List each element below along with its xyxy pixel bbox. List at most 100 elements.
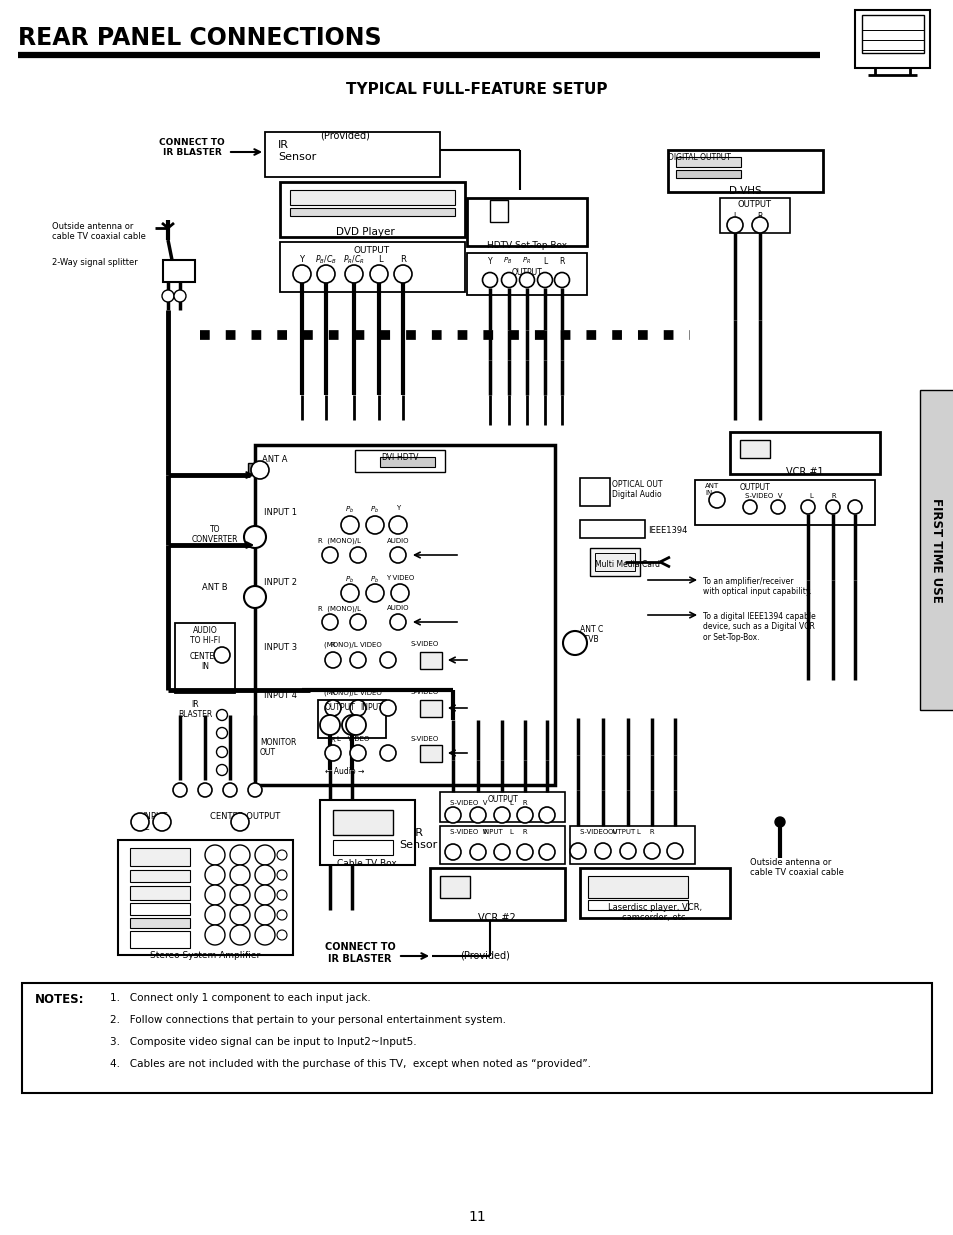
Text: IEEE1394: IEEE1394: [647, 526, 687, 535]
Circle shape: [391, 584, 409, 601]
Circle shape: [293, 266, 311, 283]
Circle shape: [825, 500, 840, 514]
Text: INPUT: INPUT: [142, 811, 168, 821]
Circle shape: [444, 806, 460, 823]
Bar: [579, 520, 644, 538]
Circle shape: [751, 217, 767, 233]
Circle shape: [366, 516, 384, 534]
Bar: [130, 848, 190, 866]
Circle shape: [643, 844, 659, 860]
Text: R: R: [331, 690, 335, 697]
Bar: [467, 253, 586, 295]
Circle shape: [322, 547, 337, 563]
Bar: [587, 876, 687, 898]
Circle shape: [254, 925, 274, 945]
Text: INPUT 3: INPUT 3: [264, 643, 296, 652]
Bar: [467, 198, 586, 246]
Bar: [280, 182, 464, 237]
Bar: [419, 700, 441, 718]
Bar: [319, 800, 415, 864]
Bar: [854, 10, 929, 68]
Text: R  (MONO)/L: R (MONO)/L: [318, 605, 361, 611]
Text: DVD Player: DVD Player: [335, 227, 394, 237]
Text: DVI-HDTV: DVI-HDTV: [381, 453, 418, 462]
Circle shape: [770, 500, 784, 514]
Text: R: R: [331, 737, 335, 743]
Circle shape: [231, 813, 249, 831]
Circle shape: [519, 273, 534, 288]
Text: INPUT 2: INPUT 2: [264, 578, 296, 587]
Text: INPUT: INPUT: [482, 829, 503, 835]
Circle shape: [350, 652, 366, 668]
Circle shape: [230, 864, 250, 885]
Bar: [862, 15, 923, 53]
Text: VCR #1: VCR #1: [785, 467, 823, 477]
Text: Y: Y: [395, 505, 399, 511]
Text: OUTPUT: OUTPUT: [487, 795, 517, 804]
Circle shape: [370, 266, 388, 283]
Circle shape: [345, 266, 363, 283]
Circle shape: [366, 584, 384, 601]
Circle shape: [517, 844, 533, 860]
Text: CENTER OUTPUT: CENTER OUTPUT: [210, 811, 280, 821]
Circle shape: [470, 806, 485, 823]
Text: R  (MONO)/L: R (MONO)/L: [318, 538, 361, 545]
Circle shape: [254, 864, 274, 885]
Circle shape: [394, 266, 412, 283]
Bar: [333, 810, 393, 835]
Circle shape: [340, 516, 358, 534]
Text: CONNECT TO
IR BLASTER: CONNECT TO IR BLASTER: [324, 942, 395, 963]
Bar: [729, 432, 879, 474]
Text: L   VIDEO: L VIDEO: [336, 736, 369, 742]
Text: S-VIDEO  V: S-VIDEO V: [450, 829, 487, 835]
Text: L: L: [732, 212, 737, 221]
Text: S-VIDEO: S-VIDEO: [411, 736, 438, 742]
Circle shape: [708, 492, 724, 508]
Bar: [280, 242, 464, 291]
Circle shape: [494, 844, 510, 860]
Circle shape: [244, 585, 266, 608]
Circle shape: [340, 584, 358, 601]
Text: 11: 11: [468, 1210, 485, 1224]
Circle shape: [205, 905, 225, 925]
Circle shape: [205, 845, 225, 864]
Circle shape: [562, 631, 586, 655]
Circle shape: [595, 844, 610, 860]
Text: ANT A: ANT A: [262, 454, 287, 464]
Text: 3.   Composite video signal can be input to Input2~Input5.: 3. Composite video signal can be input t…: [110, 1037, 416, 1047]
Circle shape: [325, 652, 340, 668]
Text: AUDIO
TO HI-FI: AUDIO TO HI-FI: [190, 626, 220, 646]
Text: OUTPUT: OUTPUT: [738, 200, 771, 209]
Text: Y: Y: [299, 254, 304, 264]
Bar: [740, 440, 769, 458]
Circle shape: [444, 844, 460, 860]
Text: $P_b$: $P_b$: [370, 576, 379, 585]
Circle shape: [341, 715, 361, 735]
Text: Cable TV Box: Cable TV Box: [336, 860, 396, 868]
Circle shape: [325, 700, 340, 716]
Bar: [595, 553, 635, 571]
Text: S-VIDEO  V: S-VIDEO V: [744, 493, 781, 499]
Circle shape: [501, 273, 516, 288]
Text: OUTPUT: OUTPUT: [740, 483, 770, 492]
Text: R: R: [331, 642, 335, 648]
Text: R: R: [558, 257, 564, 266]
Text: Outside antenna or
cable TV coaxial cable: Outside antenna or cable TV coaxial cabl…: [749, 858, 843, 877]
Text: IR
Sensor: IR Sensor: [398, 827, 436, 850]
Text: FIRST TIME USE: FIRST TIME USE: [929, 498, 943, 603]
Circle shape: [205, 925, 225, 945]
Text: INPUT 4: INPUT 4: [264, 692, 296, 700]
Circle shape: [131, 813, 149, 831]
Text: $P_b$: $P_b$: [345, 505, 355, 515]
Bar: [130, 885, 190, 900]
Bar: [579, 478, 609, 506]
Text: OUTPUT: OUTPUT: [607, 829, 636, 835]
Text: REAR PANEL CONNECTIONS: REAR PANEL CONNECTIONS: [18, 26, 381, 49]
Circle shape: [162, 290, 173, 303]
Text: HDTV Set-Top Box: HDTV Set-Top Box: [486, 241, 566, 249]
Text: $P_B/C_B$: $P_B/C_B$: [314, 254, 336, 267]
Text: ANT
IN: ANT IN: [704, 483, 719, 496]
Text: R: R: [757, 212, 761, 221]
Text: OUTPUT: OUTPUT: [325, 703, 355, 713]
Text: Y: Y: [487, 257, 492, 266]
